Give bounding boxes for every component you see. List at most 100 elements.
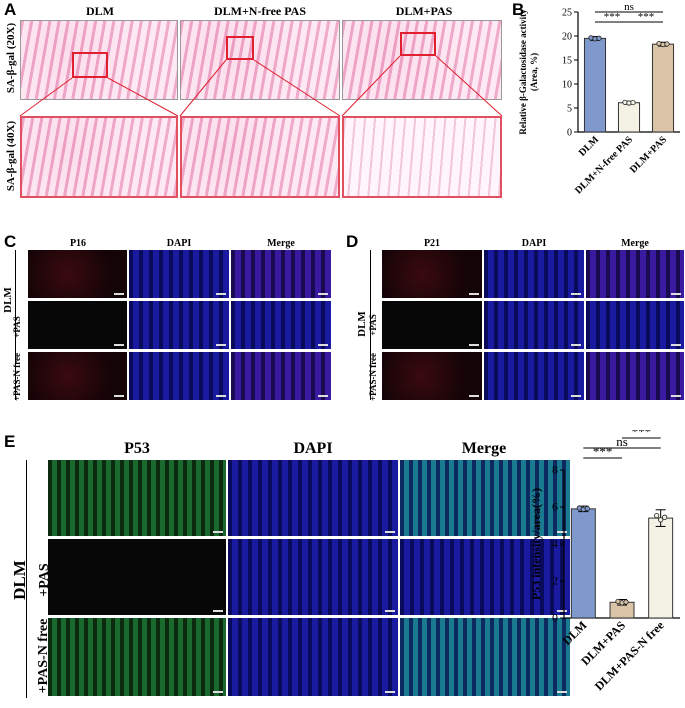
y-tick-label: 6 [552, 500, 558, 514]
panel-label-c: C [4, 232, 17, 251]
panel-c-group-line [15, 250, 16, 400]
y-tick-label: 25 [562, 8, 572, 19]
bar-2 [651, 43, 675, 133]
c-merge-pas [231, 301, 331, 349]
sa-bgal-20x-pas [342, 20, 502, 100]
zoom-box-nfree [226, 36, 254, 60]
panel-a-col-nfree: DLM+N-free PAS [213, 4, 307, 18]
e-merge-nfree [400, 618, 570, 696]
panel-c-row-nfree: +PAS-N free [12, 352, 22, 402]
panel-e-col-merge: Merge [461, 440, 507, 457]
y-tick-label: 0 [552, 611, 558, 625]
c-p16-nfree [28, 352, 127, 400]
category-label: DLM+N-free PAS [573, 134, 635, 196]
c-dapi-dlm [129, 250, 229, 298]
data-point [658, 517, 664, 523]
panel-d-row-pas: +PAS [368, 314, 378, 336]
e-merge-dlm [400, 460, 570, 536]
panel-d-group: DLM [356, 311, 368, 337]
significance-label: ns [616, 434, 628, 449]
zoom-box-pas [400, 32, 436, 56]
y-axis-label: P53 intensity/area(%) [529, 488, 543, 600]
panel-e-col-p53: P53 [124, 440, 150, 457]
d-p21-nfree [382, 352, 482, 400]
c-p16-pas [28, 301, 127, 349]
panel-d-col-p21: P21 [423, 238, 441, 249]
panel-a-col-dlm: DLM [86, 4, 114, 18]
bar-0 [570, 508, 596, 619]
category-label: DLM [577, 134, 602, 159]
d-merge-dlm [586, 250, 684, 298]
sa-bgal-20x-nfree [180, 20, 340, 100]
panel-d-col-merge: Merge [621, 238, 649, 249]
significance-label: ns [624, 1, 634, 13]
category-label: DLM+PAS-N free [592, 618, 667, 693]
y-tick-label: 15 [562, 56, 572, 67]
category-label: DLM [560, 618, 590, 648]
y-tick-label: 5 [567, 104, 572, 115]
data-point [664, 41, 670, 47]
data-point [654, 513, 660, 519]
panel-d-group-line [370, 250, 371, 400]
panel-d-row-nfree: +PAS-N free [368, 352, 378, 402]
panel-c-col-p16: P16 [69, 238, 87, 249]
d-dapi-pas [484, 301, 584, 349]
data-point [584, 505, 590, 512]
c-dapi-pas [129, 301, 229, 349]
d-merge-pas [586, 301, 684, 349]
e-merge-pas [400, 539, 570, 615]
c-p16-dlm [28, 250, 127, 298]
panel-d-col-dapi: DAPI [521, 238, 547, 249]
panel-c-col-dapi: DAPI [166, 238, 192, 249]
panel-c-row-pas: +PAS [12, 316, 22, 338]
y-tick-label: 10 [562, 80, 572, 91]
zoom-connector-lines [19, 55, 503, 117]
e-dapi-pas [228, 539, 398, 615]
significance-label: *** [593, 444, 613, 459]
panel-label-e: E [4, 432, 16, 451]
e-dapi-nfree [228, 618, 398, 696]
y-axis-label: Relative β-Galactosidase activity [518, 9, 528, 135]
e-p53-pas [48, 539, 226, 615]
d-merge-nfree [586, 352, 684, 400]
panel-e-col-dapi: DAPI [293, 440, 333, 457]
panel-c-col-merge: Merge [267, 238, 295, 249]
zoom-box-dlm [72, 52, 108, 78]
panel-e-group-line [26, 460, 27, 698]
panel-label-a: A [4, 0, 17, 19]
significance-label: *** [632, 430, 652, 439]
data-point [623, 599, 629, 605]
significance-label: *** [604, 11, 621, 23]
data-point [596, 35, 602, 41]
bar-1 [617, 102, 641, 133]
e-p53-nfree [48, 618, 226, 696]
y-tick-label: 4 [552, 537, 558, 551]
y-tick-label: 0 [567, 128, 572, 139]
sa-bgal-40x-dlm [20, 116, 178, 198]
d-p21-pas [382, 301, 482, 349]
c-merge-nfree [231, 352, 331, 400]
d-p21-dlm [382, 250, 482, 298]
panel-label-d: D [346, 232, 359, 251]
y-tick-label: 8 [552, 463, 558, 477]
y-tick-label: 20 [562, 32, 572, 43]
data-point [662, 514, 668, 520]
panel-e-group: DLM [10, 560, 29, 600]
bar-2 [648, 517, 674, 619]
panel-label-b: B [512, 0, 525, 19]
d-dapi-dlm [484, 250, 584, 298]
e-p53-dlm [48, 460, 226, 536]
sa-bgal-20x-dlm [20, 20, 178, 100]
y-tick-label: 2 [552, 574, 558, 588]
bar-0 [583, 37, 607, 133]
panel-a-col-pas: DLM+PAS [395, 4, 453, 18]
data-point [630, 99, 636, 106]
d-dapi-nfree [484, 352, 584, 400]
c-dapi-nfree [129, 352, 229, 400]
category-label: DLM+PAS [628, 134, 669, 175]
sa-bgal-40x-pas [342, 116, 502, 198]
significance-label: *** [638, 11, 655, 23]
e-dapi-dlm [228, 460, 398, 536]
